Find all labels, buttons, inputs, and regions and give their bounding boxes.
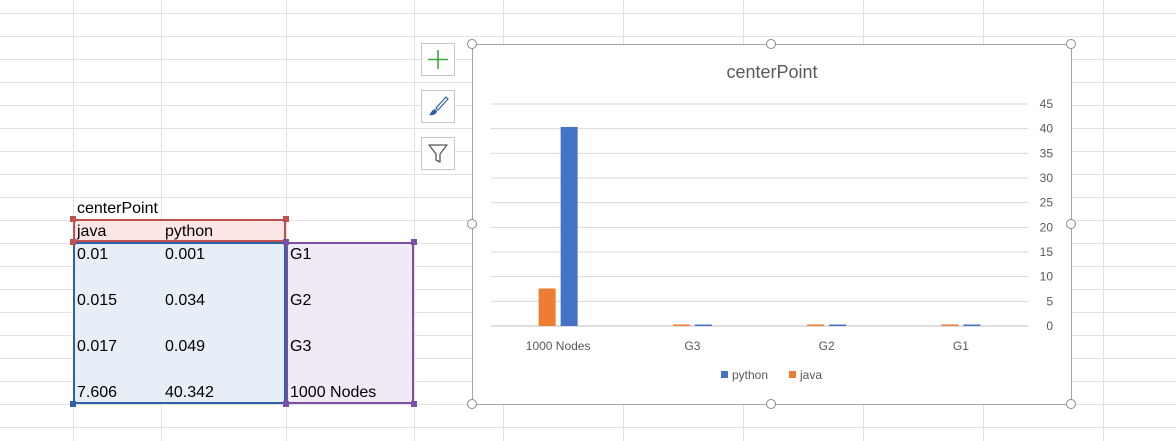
range-handle[interactable] [283, 216, 289, 222]
chart-filters-button[interactable] [421, 137, 455, 170]
brush-icon [429, 96, 449, 116]
y-tick-label: 45 [1040, 97, 1054, 111]
java-cell[interactable]: 0.015 [77, 292, 118, 309]
bar-python[interactable] [829, 324, 847, 327]
range-handle[interactable] [283, 239, 289, 245]
java-cell[interactable]: 7.606 [77, 384, 118, 401]
resize-handle-bottom-right[interactable] [1066, 399, 1076, 409]
python-cell[interactable]: 40.342 [165, 384, 214, 401]
header-cell-python[interactable]: python [165, 223, 214, 240]
y-tick-label: 5 [1046, 294, 1053, 308]
y-tick-label: 15 [1040, 245, 1054, 259]
label-cell[interactable]: 1000 Nodes [290, 384, 377, 401]
resize-handle-top-left[interactable] [467, 39, 477, 49]
range-handle[interactable] [70, 239, 76, 245]
chart-area[interactable]: centerPoint 0 5 10 15 20 25 30 35 40 45 1000 Nodes G… [472, 44, 1072, 405]
legend-swatch-java [789, 371, 796, 378]
resize-handle-left[interactable] [467, 219, 477, 229]
range-handle[interactable] [411, 401, 417, 407]
python-cell[interactable]: 0.034 [165, 292, 206, 309]
legend-swatch-python [721, 371, 728, 378]
range-handle[interactable] [70, 216, 76, 222]
values-range-fill [73, 242, 286, 404]
x-tick-label: G3 [684, 339, 700, 353]
chart-title: centerPoint [726, 62, 817, 82]
java-cell[interactable]: 0.017 [77, 338, 118, 355]
header-cell-java[interactable]: java [77, 223, 107, 240]
filter-icon [428, 144, 448, 163]
x-tick-label: 1000 Nodes [526, 339, 591, 353]
bar-java[interactable] [807, 324, 825, 327]
legend-label-python: python [732, 368, 768, 382]
bar-java[interactable] [941, 324, 959, 327]
range-handle[interactable] [283, 401, 289, 407]
y-tick-label: 30 [1040, 171, 1054, 185]
resize-handle-top[interactable] [766, 39, 776, 49]
range-handle[interactable] [411, 239, 417, 245]
table-title-cell[interactable]: centerPoint [77, 200, 158, 217]
values-range-border[interactable] [73, 242, 286, 404]
y-tick-label: 20 [1040, 220, 1054, 234]
y-tick-label: 40 [1040, 122, 1054, 136]
x-tick-label: G1 [953, 339, 969, 353]
label-cell[interactable]: G2 [290, 292, 312, 309]
resize-handle-right[interactable] [1066, 219, 1076, 229]
chart-elements-button[interactable] [421, 43, 455, 76]
y-tick-label: 35 [1040, 146, 1054, 160]
chart-plot: centerPoint 0 5 10 15 20 25 30 35 40 45 1000 Nodes G… [491, 62, 1054, 382]
bar-java[interactable] [538, 288, 556, 326]
x-tick-label: G2 [819, 339, 835, 353]
resize-handle-top-right[interactable] [1066, 39, 1076, 49]
plus-icon [428, 50, 448, 69]
python-cell[interactable]: 0.049 [165, 338, 206, 355]
bar-python[interactable] [560, 126, 578, 327]
legend-label-java: java [799, 368, 822, 382]
bar-java[interactable] [672, 324, 690, 327]
bar-python[interactable] [963, 324, 981, 327]
labels-range-border[interactable] [286, 242, 414, 404]
y-tick-label: 10 [1040, 270, 1054, 284]
label-cell[interactable]: G3 [290, 338, 312, 355]
resize-handle-bottom-left[interactable] [467, 399, 477, 409]
java-cell[interactable]: 0.01 [77, 246, 109, 263]
y-tick-label: 0 [1046, 319, 1053, 333]
y-tick-label: 25 [1040, 196, 1054, 210]
labels-range-fill [286, 242, 414, 404]
resize-handle-bottom[interactable] [766, 399, 776, 409]
header-range-border[interactable] [73, 219, 286, 242]
python-cell[interactable]: 0.001 [165, 246, 206, 263]
header-range-fill [73, 219, 286, 242]
chart-styles-button[interactable] [421, 90, 455, 123]
bar-python[interactable] [694, 324, 712, 327]
label-cell[interactable]: G1 [290, 246, 312, 263]
range-handle[interactable] [70, 401, 76, 407]
